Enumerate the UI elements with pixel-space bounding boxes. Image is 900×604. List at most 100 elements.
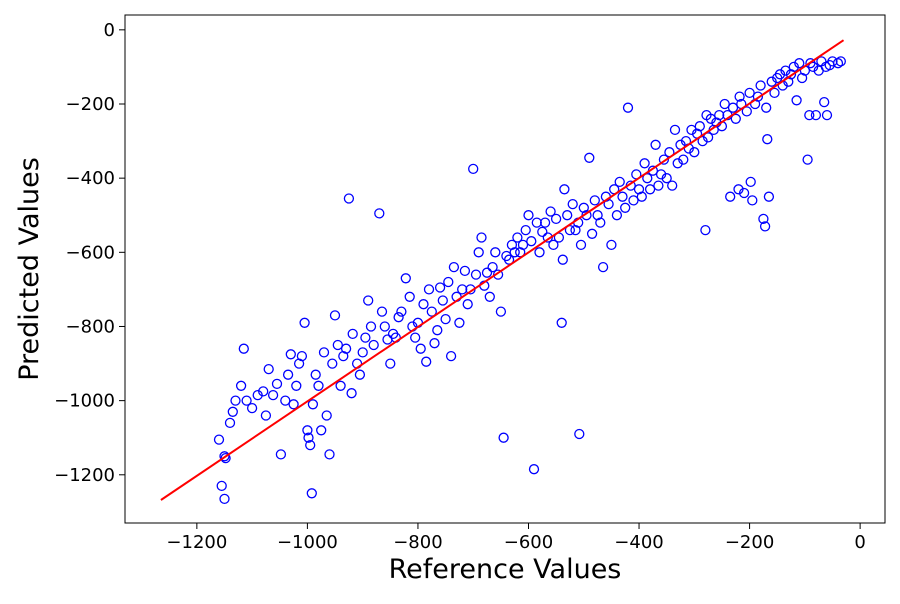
x-axis-title: Reference Values — [389, 554, 622, 585]
data-point — [744, 87, 755, 99]
data-point — [597, 261, 609, 273]
data-point — [528, 464, 540, 475]
data-point — [343, 193, 355, 204]
data-point — [324, 449, 335, 460]
data-point — [592, 210, 603, 221]
data-point — [672, 158, 683, 169]
data-point — [620, 202, 631, 213]
data-point — [415, 343, 426, 354]
x-tick-label: −1200 — [166, 532, 227, 553]
x-tick-label: 0 — [854, 532, 865, 553]
data-point — [303, 432, 314, 443]
points-layer — [213, 56, 846, 505]
data-point — [445, 350, 457, 362]
data-point — [379, 321, 390, 332]
data-point — [321, 410, 332, 421]
data-point — [575, 239, 587, 251]
data-point — [819, 96, 830, 108]
data-point — [260, 410, 272, 421]
data-point — [291, 380, 302, 391]
data-point — [368, 339, 379, 351]
data-point — [476, 232, 487, 243]
data-point — [633, 184, 645, 195]
data-point — [821, 109, 833, 121]
data-point — [669, 124, 681, 136]
data-point — [537, 226, 548, 238]
data-point — [481, 267, 493, 278]
fit-line — [160, 39, 845, 501]
x-tick-label: −1000 — [277, 532, 338, 553]
data-point — [794, 58, 805, 69]
data-point — [570, 224, 581, 236]
data-point — [275, 449, 287, 460]
data-point — [470, 269, 482, 280]
data-point — [313, 380, 324, 391]
data-point — [526, 236, 537, 247]
data-point — [614, 176, 625, 188]
data-point — [220, 452, 231, 464]
data-point — [539, 217, 551, 228]
data-point — [738, 187, 750, 199]
data-point — [667, 180, 678, 191]
data-point — [719, 98, 730, 110]
data-point — [219, 493, 230, 505]
data-point — [661, 173, 672, 184]
data-point — [241, 395, 252, 406]
data-point — [318, 347, 330, 358]
data-point — [305, 439, 316, 451]
data-point — [340, 343, 352, 354]
data-point — [282, 369, 294, 380]
data-point — [658, 154, 670, 165]
data-point — [752, 91, 764, 102]
data-point — [714, 109, 725, 121]
y-axis-ticks: −1200 −1000 −800 −600 −400 −200 0 — [54, 20, 125, 486]
y-tick-label: −1000 — [54, 391, 115, 412]
data-point — [700, 224, 711, 236]
data-point — [213, 434, 225, 445]
x-tick-label: −800 — [393, 532, 442, 553]
data-point — [556, 317, 567, 328]
data-point — [252, 389, 263, 401]
data-point — [296, 350, 308, 362]
data-point — [329, 310, 341, 321]
data-point — [224, 417, 236, 429]
data-point — [832, 58, 844, 69]
data-point — [346, 388, 357, 399]
data-point — [382, 334, 393, 345]
data-point — [227, 406, 238, 417]
data-point — [589, 195, 600, 206]
data-point — [791, 95, 802, 106]
data-point — [796, 72, 808, 84]
data-point — [727, 102, 739, 113]
data-point — [644, 184, 656, 195]
data-point — [694, 121, 705, 132]
data-point — [271, 378, 283, 390]
data-point — [745, 176, 756, 188]
data-point — [506, 239, 518, 251]
y-tick-label: 0 — [104, 20, 115, 41]
data-point — [365, 321, 377, 332]
data-point — [484, 291, 495, 302]
data-point — [495, 306, 507, 317]
data-point — [503, 254, 515, 265]
y-tick-label: −600 — [66, 242, 115, 263]
data-point — [636, 191, 647, 202]
data-point — [410, 332, 421, 343]
y-axis-title: Predicted Values — [14, 157, 45, 381]
data-point — [705, 113, 717, 124]
data-point — [457, 284, 468, 295]
data-point — [780, 65, 791, 76]
data-point — [678, 154, 689, 165]
data-point — [354, 369, 366, 380]
data-point — [523, 210, 534, 221]
data-point — [584, 152, 595, 163]
data-point — [788, 61, 799, 73]
data-point — [440, 313, 451, 325]
data-point — [437, 295, 448, 306]
data-point — [246, 402, 258, 414]
data-point — [374, 208, 385, 219]
data-point — [517, 239, 529, 251]
data-point — [550, 213, 562, 225]
data-point — [443, 276, 454, 288]
